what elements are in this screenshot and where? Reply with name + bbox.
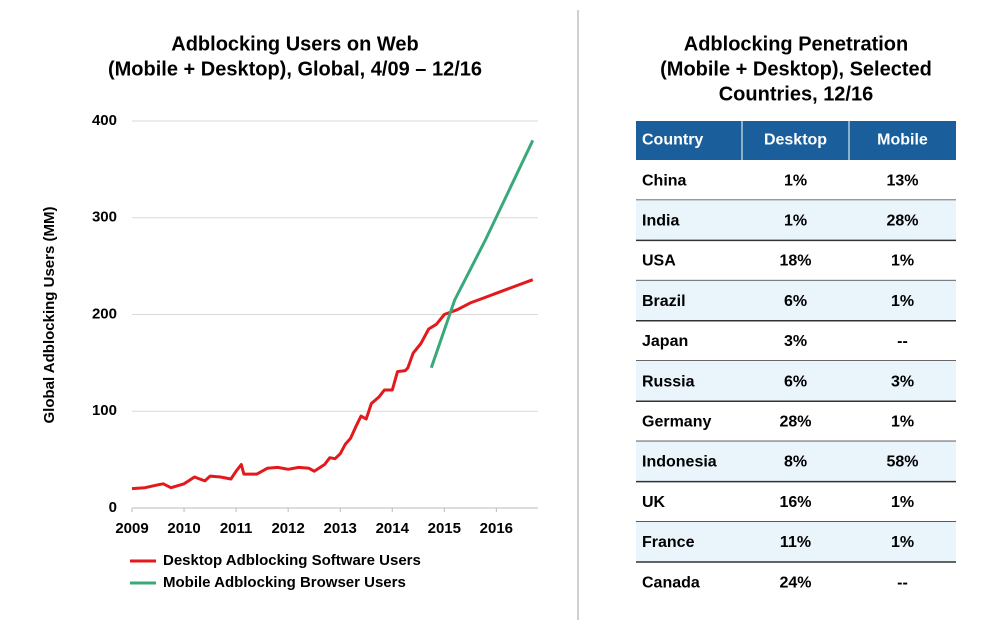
row-bg xyxy=(636,280,956,321)
table-cell: India xyxy=(642,213,679,230)
table-cell: 6% xyxy=(784,293,807,310)
x-tick-label: 2014 xyxy=(376,520,410,537)
table-cell: 1% xyxy=(891,534,914,551)
x-tick-label: 2016 xyxy=(480,520,513,537)
y-axis-label: Global Adblocking Users (MM) xyxy=(41,207,58,424)
table-cell: 24% xyxy=(779,574,811,591)
table-header: Desktop xyxy=(764,132,827,149)
table-cell: 1% xyxy=(891,253,914,270)
table-title: Adblocking Penetration xyxy=(684,33,908,55)
table-cell: USA xyxy=(642,253,676,270)
table-cell: 28% xyxy=(886,213,918,230)
x-tick-label: 2012 xyxy=(271,520,304,537)
table-cell: 8% xyxy=(784,454,807,471)
table-cell: -- xyxy=(897,333,908,350)
table-title: (Mobile + Desktop), Selected xyxy=(660,58,932,80)
y-tick-label: 300 xyxy=(92,209,117,226)
y-tick-label: 100 xyxy=(92,402,117,419)
legend-label: Desktop Adblocking Software Users xyxy=(163,552,421,569)
table-cell: 1% xyxy=(891,494,914,511)
table-cell: Canada xyxy=(642,574,700,591)
y-tick-label: 400 xyxy=(92,112,117,129)
table-cell: 6% xyxy=(784,373,807,390)
x-tick-label: 2010 xyxy=(167,520,200,537)
line-series xyxy=(429,139,535,369)
table-cell: Japan xyxy=(642,333,688,350)
table-cell: 18% xyxy=(779,253,811,270)
row-bg xyxy=(636,521,956,562)
x-tick-label: 2013 xyxy=(324,520,357,537)
table-header-bg xyxy=(636,121,956,160)
table-cell: 13% xyxy=(886,172,918,189)
y-tick-label: 200 xyxy=(92,305,117,322)
table-cell: France xyxy=(642,534,695,551)
table-header: Mobile xyxy=(877,132,928,149)
table-cell: UK xyxy=(642,494,666,511)
table-cell: Indonesia xyxy=(642,454,717,471)
table-cell: 28% xyxy=(779,414,811,431)
table-cell: China xyxy=(642,172,687,189)
table-cell: Germany xyxy=(642,414,711,431)
table-header: Country xyxy=(642,132,703,149)
row-bg xyxy=(636,361,956,402)
y-tick-label: 0 xyxy=(109,499,117,516)
table-cell: 1% xyxy=(784,213,807,230)
table-cell: 11% xyxy=(780,534,811,551)
table-cell: Russia xyxy=(642,373,695,390)
table-cell: 1% xyxy=(891,293,914,310)
table-cell: 58% xyxy=(886,454,918,471)
table-cell: 1% xyxy=(784,172,807,189)
row-bg xyxy=(636,441,956,482)
table-cell: Brazil xyxy=(642,293,686,310)
row-bg xyxy=(636,200,956,241)
chart-title: Adblocking Users on Web xyxy=(171,33,418,55)
table-cell: 3% xyxy=(784,333,807,350)
table-cell: 16% xyxy=(779,494,811,511)
chart-title: (Mobile + Desktop), Global, 4/09 – 12/16 xyxy=(108,58,482,80)
table-cell: 1% xyxy=(891,414,914,431)
line-series xyxy=(131,278,534,491)
x-tick-label: 2015 xyxy=(428,520,461,537)
table-cell: -- xyxy=(897,574,908,591)
table-title: Countries, 12/16 xyxy=(719,83,874,105)
x-tick-label: 2011 xyxy=(220,520,253,537)
x-tick-label: 2009 xyxy=(115,520,148,537)
table-cell: 3% xyxy=(891,373,914,390)
legend-label: Mobile Adblocking Browser Users xyxy=(163,574,406,591)
